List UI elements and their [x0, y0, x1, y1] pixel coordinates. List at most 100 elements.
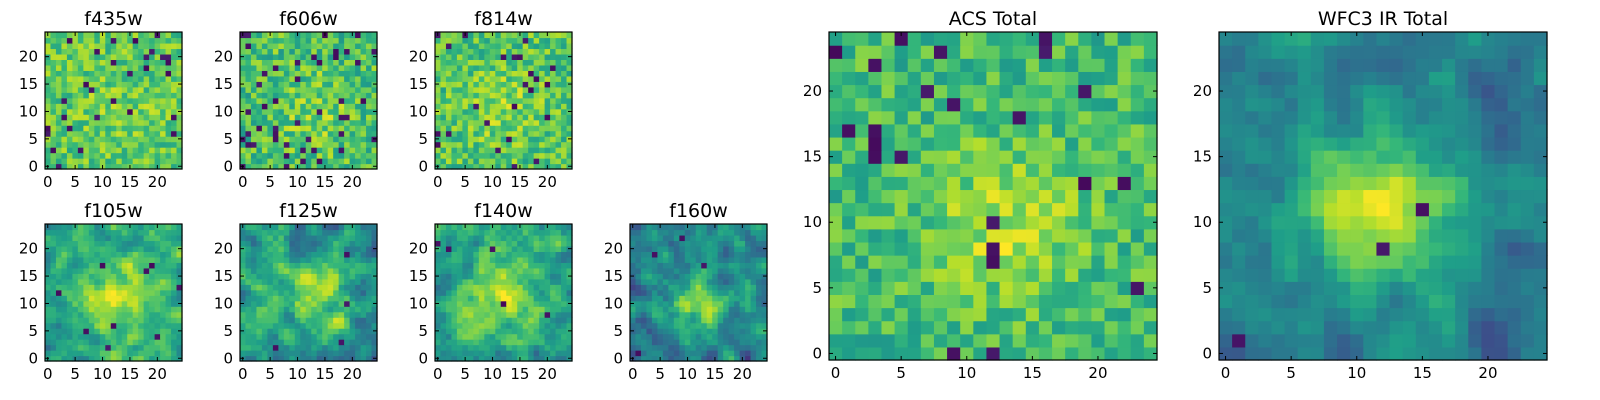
heatmap-cell [842, 241, 856, 256]
heatmap-cell [673, 339, 680, 346]
y-tick-label: 5 [223, 130, 233, 148]
heatmap-cell [745, 339, 752, 346]
heatmap-cell [662, 284, 669, 291]
heatmap-cell [143, 229, 150, 236]
heatmap-cell [561, 328, 568, 335]
heatmap-cell [245, 158, 252, 165]
heatmap-cell [61, 267, 68, 274]
heatmap-cell [316, 234, 323, 242]
heatmap-cell [245, 48, 252, 55]
heatmap-cell [338, 48, 345, 55]
heatmap-cell [88, 114, 95, 121]
heatmap-cell [440, 92, 447, 99]
heatmap-cell [55, 306, 63, 313]
heatmap-cell [706, 317, 713, 324]
heatmap-cell [550, 317, 557, 324]
heatmap-cell [305, 284, 312, 291]
heatmap-cell [566, 158, 573, 165]
heatmap-cell [132, 295, 139, 302]
heatmap-cell [61, 317, 68, 324]
heatmap-cell [305, 130, 312, 137]
heatmap-cell [50, 114, 57, 121]
heatmap-cell [728, 245, 735, 252]
heatmap-cell [440, 295, 447, 302]
heatmap-cell [149, 108, 156, 115]
heatmap-cell [662, 333, 669, 340]
heatmap-cell [283, 32, 290, 39]
heatmap-cell [72, 103, 79, 110]
heatmap-cell [83, 97, 90, 104]
heatmap-cell [467, 86, 474, 93]
heatmap-cell [250, 262, 258, 269]
heatmap-cell [734, 262, 741, 269]
heatmap-cell [283, 114, 290, 121]
heatmap-cell [829, 215, 843, 230]
heatmap-cell [45, 306, 52, 313]
heatmap-cell [272, 333, 279, 340]
heatmap-cell [371, 42, 378, 50]
heatmap-cell [105, 92, 112, 99]
heatmap-cell [316, 125, 323, 132]
heatmap-cell [440, 147, 447, 154]
heatmap-cell [283, 339, 290, 346]
heatmap-cell [149, 284, 156, 291]
heatmap-cell [138, 339, 145, 346]
heatmap-cell [462, 92, 469, 99]
heatmap-cell [947, 215, 961, 230]
heatmap-cell [440, 75, 447, 82]
heatmap-cell [506, 130, 513, 137]
heatmap-cell [739, 350, 746, 357]
heatmap-cell [316, 147, 323, 154]
heatmap-cell [121, 322, 128, 329]
heatmap-cell [250, 234, 258, 242]
heatmap-cell [467, 245, 474, 252]
heatmap-cell [1117, 268, 1132, 282]
heatmap-cell [511, 53, 518, 60]
heatmap-cell [143, 355, 150, 362]
heatmap-cell [456, 81, 463, 88]
heatmap-cell [127, 136, 134, 143]
heatmap-cell [739, 273, 746, 280]
heatmap-cell [489, 251, 496, 258]
heatmap-cell [61, 355, 68, 362]
heatmap-cell [105, 147, 112, 154]
heatmap-cell [640, 344, 648, 351]
heatmap-cell [561, 224, 568, 231]
heatmap-cell [272, 92, 279, 99]
heatmap-cell [50, 322, 57, 329]
heatmap-cell [1025, 202, 1040, 217]
heatmap-cell [66, 147, 73, 154]
heatmap-cell [489, 273, 496, 280]
heatmap-cell [445, 75, 453, 82]
heatmap-cell [371, 97, 378, 104]
heatmap-cell [561, 234, 568, 242]
heatmap-cell [684, 339, 691, 346]
heatmap-cell [272, 53, 279, 60]
heatmap-cell [511, 234, 518, 242]
heatmap-cell [355, 300, 362, 307]
heatmap-cell [960, 176, 974, 191]
heatmap-cell [635, 267, 642, 274]
heatmap-cell [723, 322, 730, 329]
heatmap-cell [344, 256, 351, 263]
x-tick-label: 20 [343, 173, 362, 191]
heatmap-cell [511, 59, 518, 66]
heatmap-cell [294, 284, 301, 291]
heatmap-cell [1012, 241, 1027, 256]
heatmap-cell [165, 295, 172, 302]
heatmap-cell [528, 300, 535, 307]
heatmap-cell [138, 92, 145, 99]
heatmap-cell [640, 311, 648, 318]
heatmap-cell [566, 32, 573, 39]
heatmap-cell [635, 240, 642, 247]
heatmap-cell [550, 245, 557, 252]
heatmap-cell [154, 48, 161, 55]
heatmap-cell [45, 59, 52, 66]
heatmap-cell [72, 53, 79, 60]
heatmap-cell [561, 158, 568, 165]
heatmap-cell [294, 339, 301, 346]
heatmap-cell [506, 141, 513, 148]
heatmap-cell [371, 125, 378, 132]
heatmap-cell [539, 339, 546, 346]
heatmap-cell [138, 306, 145, 313]
